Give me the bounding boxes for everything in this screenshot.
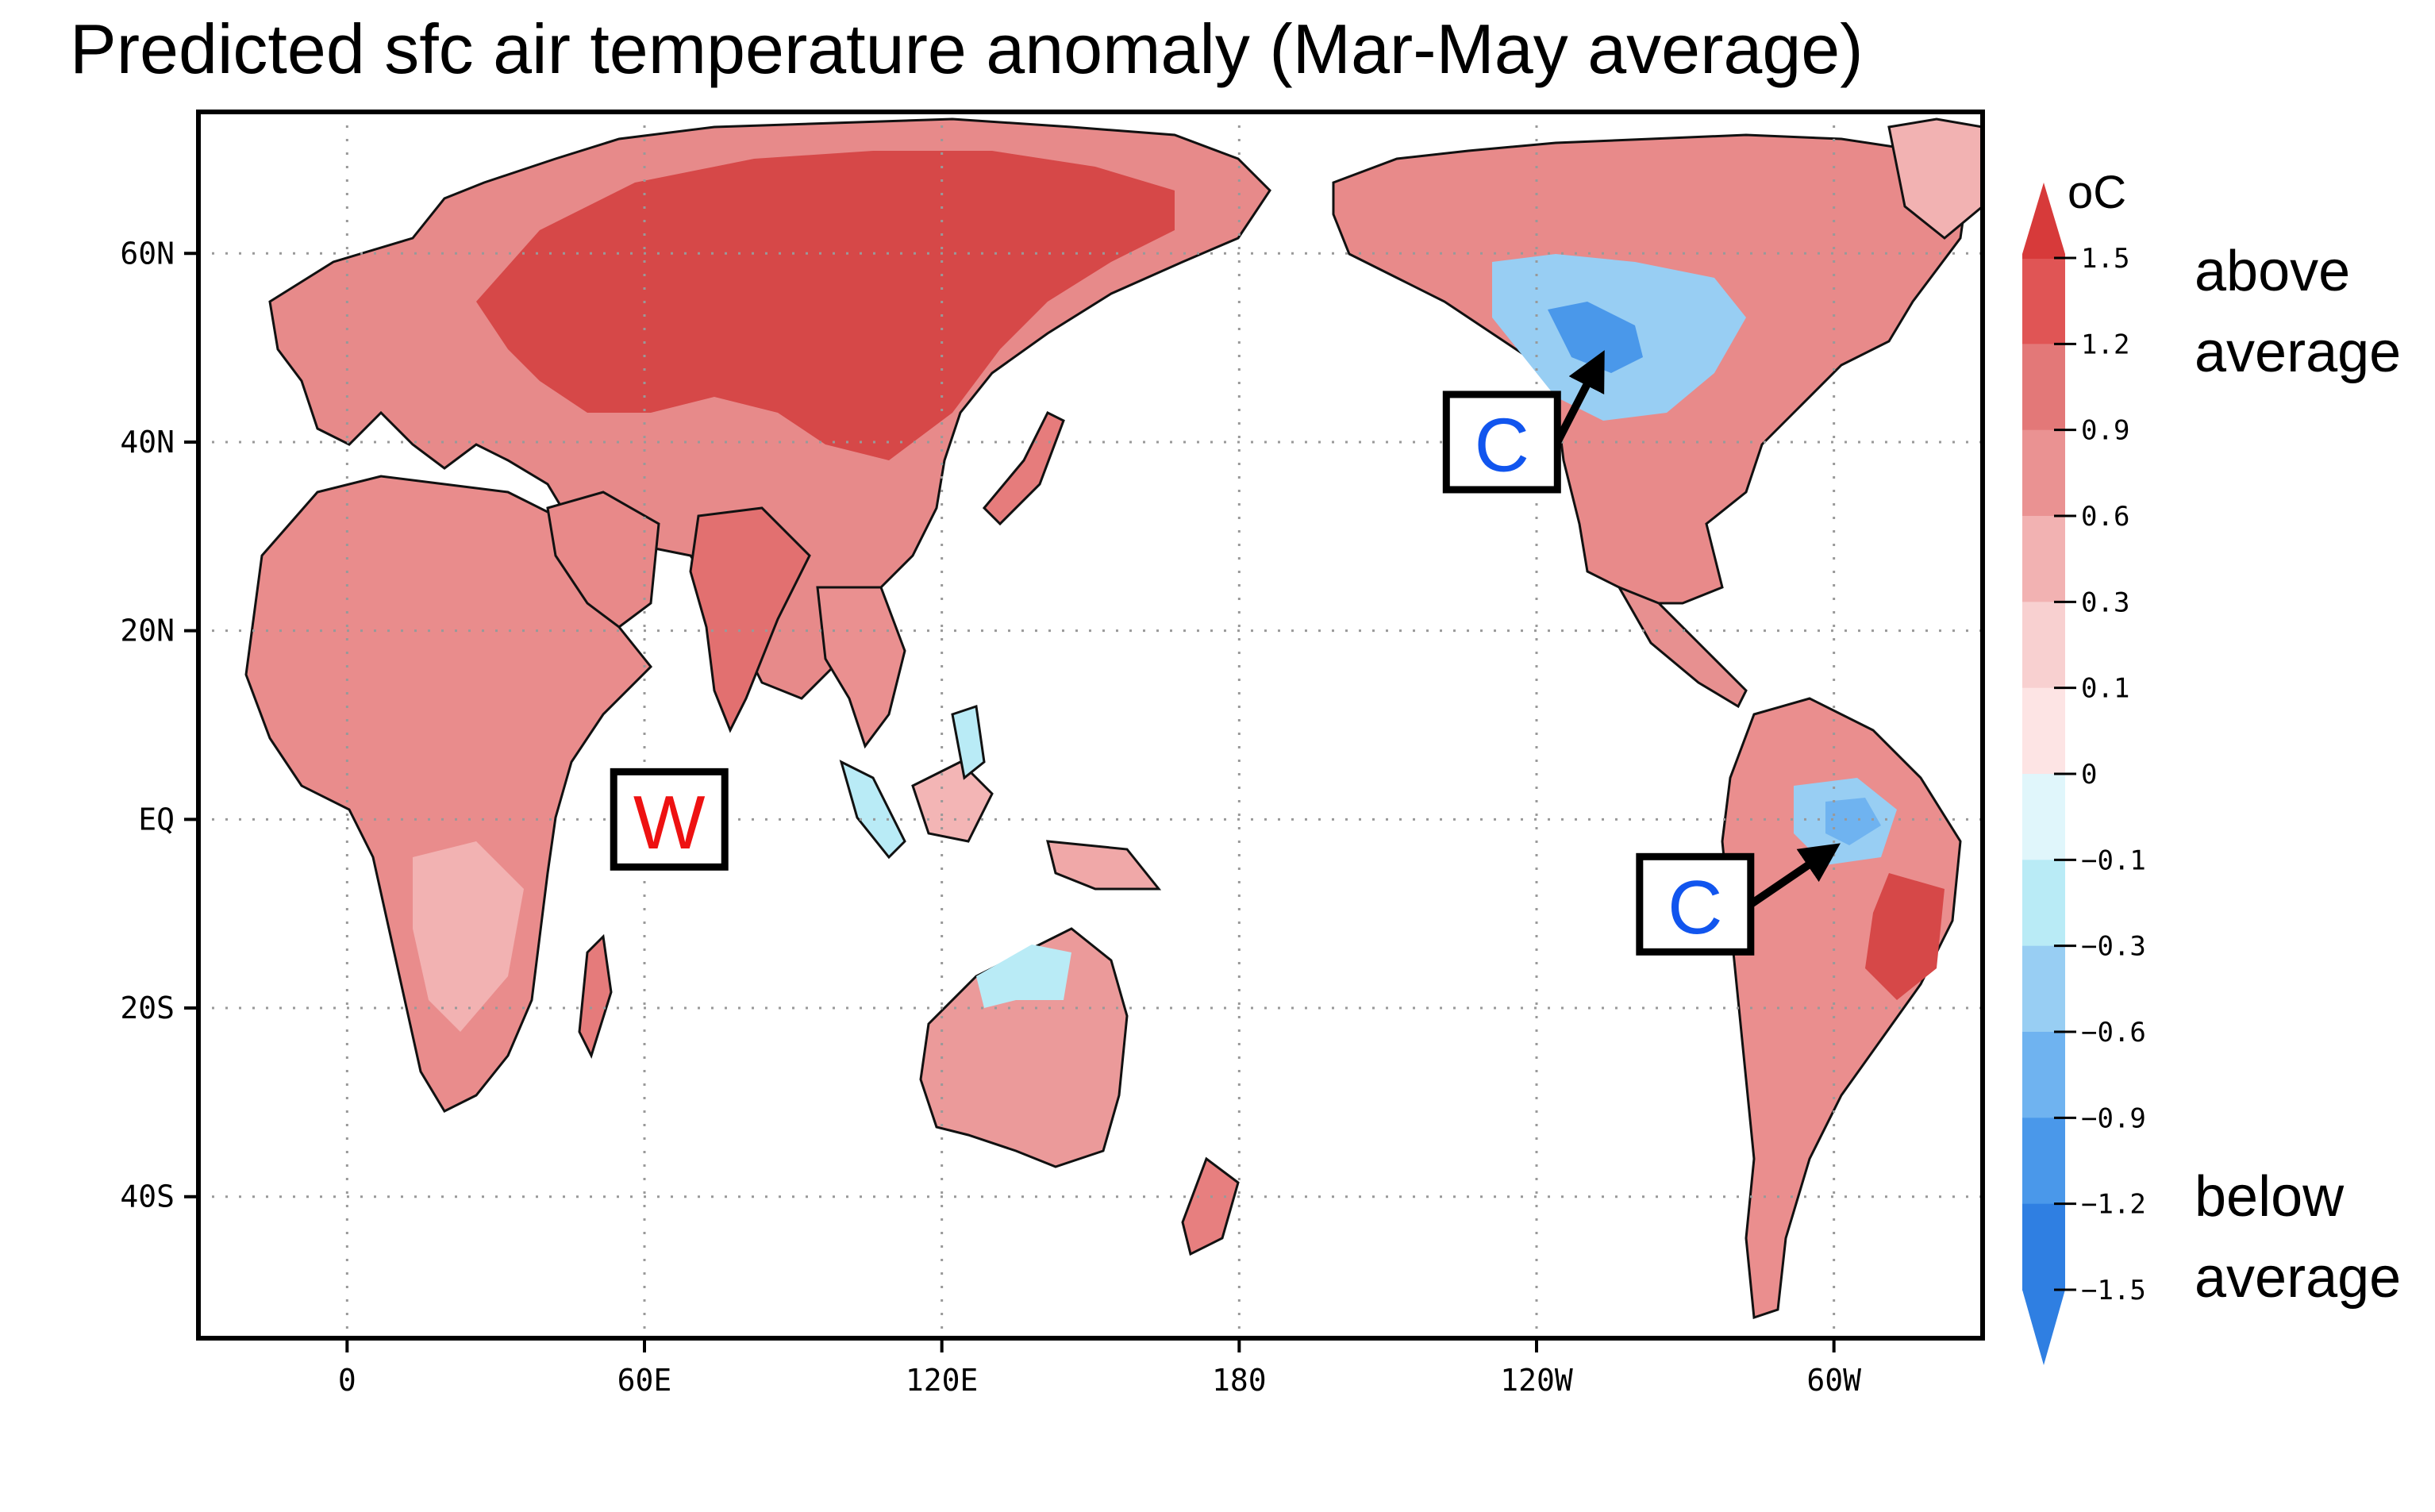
colorbar-tick-label: −0.6 bbox=[2081, 1017, 2146, 1048]
australia-cool-north bbox=[976, 945, 1071, 1008]
below-average-label-line2: average bbox=[2195, 1246, 2401, 1310]
colorbar-tick-label: −0.9 bbox=[2081, 1102, 2146, 1134]
colorbar-unit: oC bbox=[2068, 167, 2126, 218]
madagascar bbox=[578, 933, 613, 1059]
colorbar-segment bbox=[2022, 860, 2065, 947]
india bbox=[689, 506, 811, 733]
africa-light-patch bbox=[413, 841, 524, 1032]
colorbar-segment bbox=[2022, 1203, 2065, 1291]
colorbar-top-arrow bbox=[2022, 183, 2065, 254]
cold-annotation-letter: C bbox=[1475, 402, 1529, 487]
colorbar-segment bbox=[2022, 429, 2065, 517]
arabia bbox=[546, 491, 660, 629]
lat-tick-label: EQ bbox=[138, 802, 175, 837]
lat-tick-label: 40S bbox=[120, 1179, 175, 1214]
greenland-fragment bbox=[1887, 117, 1983, 240]
amazon-cold-core bbox=[1825, 798, 1881, 845]
japan bbox=[982, 410, 1065, 526]
land-anomaly-fields bbox=[244, 117, 1983, 1320]
colorbar-tick-label: 0.1 bbox=[2081, 673, 2129, 705]
new-zealand bbox=[1181, 1156, 1240, 1256]
annotation-arrow bbox=[1748, 843, 1841, 908]
lat-tick-label: 40N bbox=[120, 425, 175, 460]
map-panel: 60N 40N 20N EQ 20S 40S 0 60E 120E 180 120W 60W bbox=[120, 110, 1985, 1398]
colorbar-segment bbox=[2022, 945, 2065, 1033]
lon-tick-label: 120W bbox=[1500, 1363, 1573, 1398]
warm-annotation-letter: W bbox=[633, 780, 706, 865]
above-average-label-line2: average bbox=[2195, 321, 2401, 384]
longitude-labels: 0 60E 120E 180 120W 60W bbox=[338, 1338, 1861, 1398]
colorbar-tick-label: 1.2 bbox=[2081, 329, 2129, 360]
central-america bbox=[1616, 585, 1748, 709]
graticule bbox=[198, 112, 1983, 1338]
latitude-labels: 60N 40N 20N EQ 20S 40S bbox=[120, 236, 198, 1214]
lat-tick-label: 20S bbox=[120, 991, 175, 1025]
annotation-box bbox=[610, 768, 729, 871]
colorbar-segments bbox=[2022, 183, 2065, 1365]
philippines bbox=[951, 705, 986, 780]
colorbar-tick-label: 0.6 bbox=[2081, 501, 2129, 533]
lat-tick-label: 20N bbox=[120, 614, 175, 648]
colorbar-tick-label: −0.1 bbox=[2081, 844, 2146, 876]
colorbar-tick-label: −1.5 bbox=[2081, 1275, 2146, 1306]
colorbar-segment bbox=[2022, 774, 2065, 861]
cold-annotation-letter: C bbox=[1668, 865, 1722, 950]
colorbar-top-cap bbox=[2022, 254, 2065, 259]
lat-tick-label: 60N bbox=[120, 236, 175, 271]
annotation-box bbox=[1636, 852, 1755, 956]
lon-tick-label: 120E bbox=[906, 1363, 979, 1398]
below-average-label-line1: below bbox=[2195, 1165, 2345, 1229]
map-title: Predicted sfc air temperature anomaly (M… bbox=[70, 10, 1864, 88]
lon-tick-label: 0 bbox=[338, 1363, 356, 1398]
colorbar-segment bbox=[2022, 516, 2065, 603]
colorbar-segment bbox=[2022, 1118, 2065, 1205]
colorbar-segment bbox=[2022, 1032, 2065, 1119]
colorbar-tick-label: 0 bbox=[2081, 759, 2097, 791]
colorbar-tick-label: −0.3 bbox=[2081, 931, 2146, 963]
annotation-arrow bbox=[1553, 350, 1605, 444]
lon-tick-label: 60E bbox=[617, 1363, 672, 1398]
colorbar-tick-label: 0.3 bbox=[2081, 587, 2129, 618]
map-frame bbox=[196, 110, 1985, 1341]
colorbar-tick-label: 0.9 bbox=[2081, 415, 2129, 447]
lon-tick-label: 180 bbox=[1212, 1363, 1267, 1398]
brazil-warm-patch bbox=[1865, 873, 1945, 1000]
colorbar-ticks: 1.5 1.2 0.9 0.6 0.3 0.1 0 −0.1 −0.3 −0.6 −0.9 −1.2 −… bbox=[2054, 243, 2146, 1306]
colorbar-segment bbox=[2022, 602, 2065, 689]
annotation-box bbox=[1442, 391, 1561, 494]
new-guinea bbox=[1046, 840, 1162, 891]
southeast-asia bbox=[816, 586, 906, 749]
colorbar-tick-label: −1.2 bbox=[2081, 1189, 2146, 1221]
annotation-layer: W C C bbox=[610, 350, 1841, 956]
colorbar-segment bbox=[2022, 344, 2065, 431]
colorbar-bottom-arrow bbox=[2022, 1290, 2065, 1365]
africa-landmass bbox=[244, 475, 653, 1113]
colorbar: 1.5 1.2 0.9 0.6 0.3 0.1 0 −0.1 −0.3 −0.6 −0.9 −1.2 −… bbox=[2022, 167, 2401, 1365]
colorbar-segment bbox=[2022, 258, 2065, 345]
colorbar-segment bbox=[2022, 687, 2065, 775]
siberia-warm-core bbox=[476, 151, 1175, 460]
sumatra bbox=[839, 760, 906, 860]
colorbar-tick-label: 1.5 bbox=[2081, 243, 2129, 275]
borneo bbox=[911, 760, 994, 843]
above-average-label-line1: above bbox=[2195, 240, 2350, 303]
lon-tick-label: 60W bbox=[1806, 1363, 1861, 1398]
